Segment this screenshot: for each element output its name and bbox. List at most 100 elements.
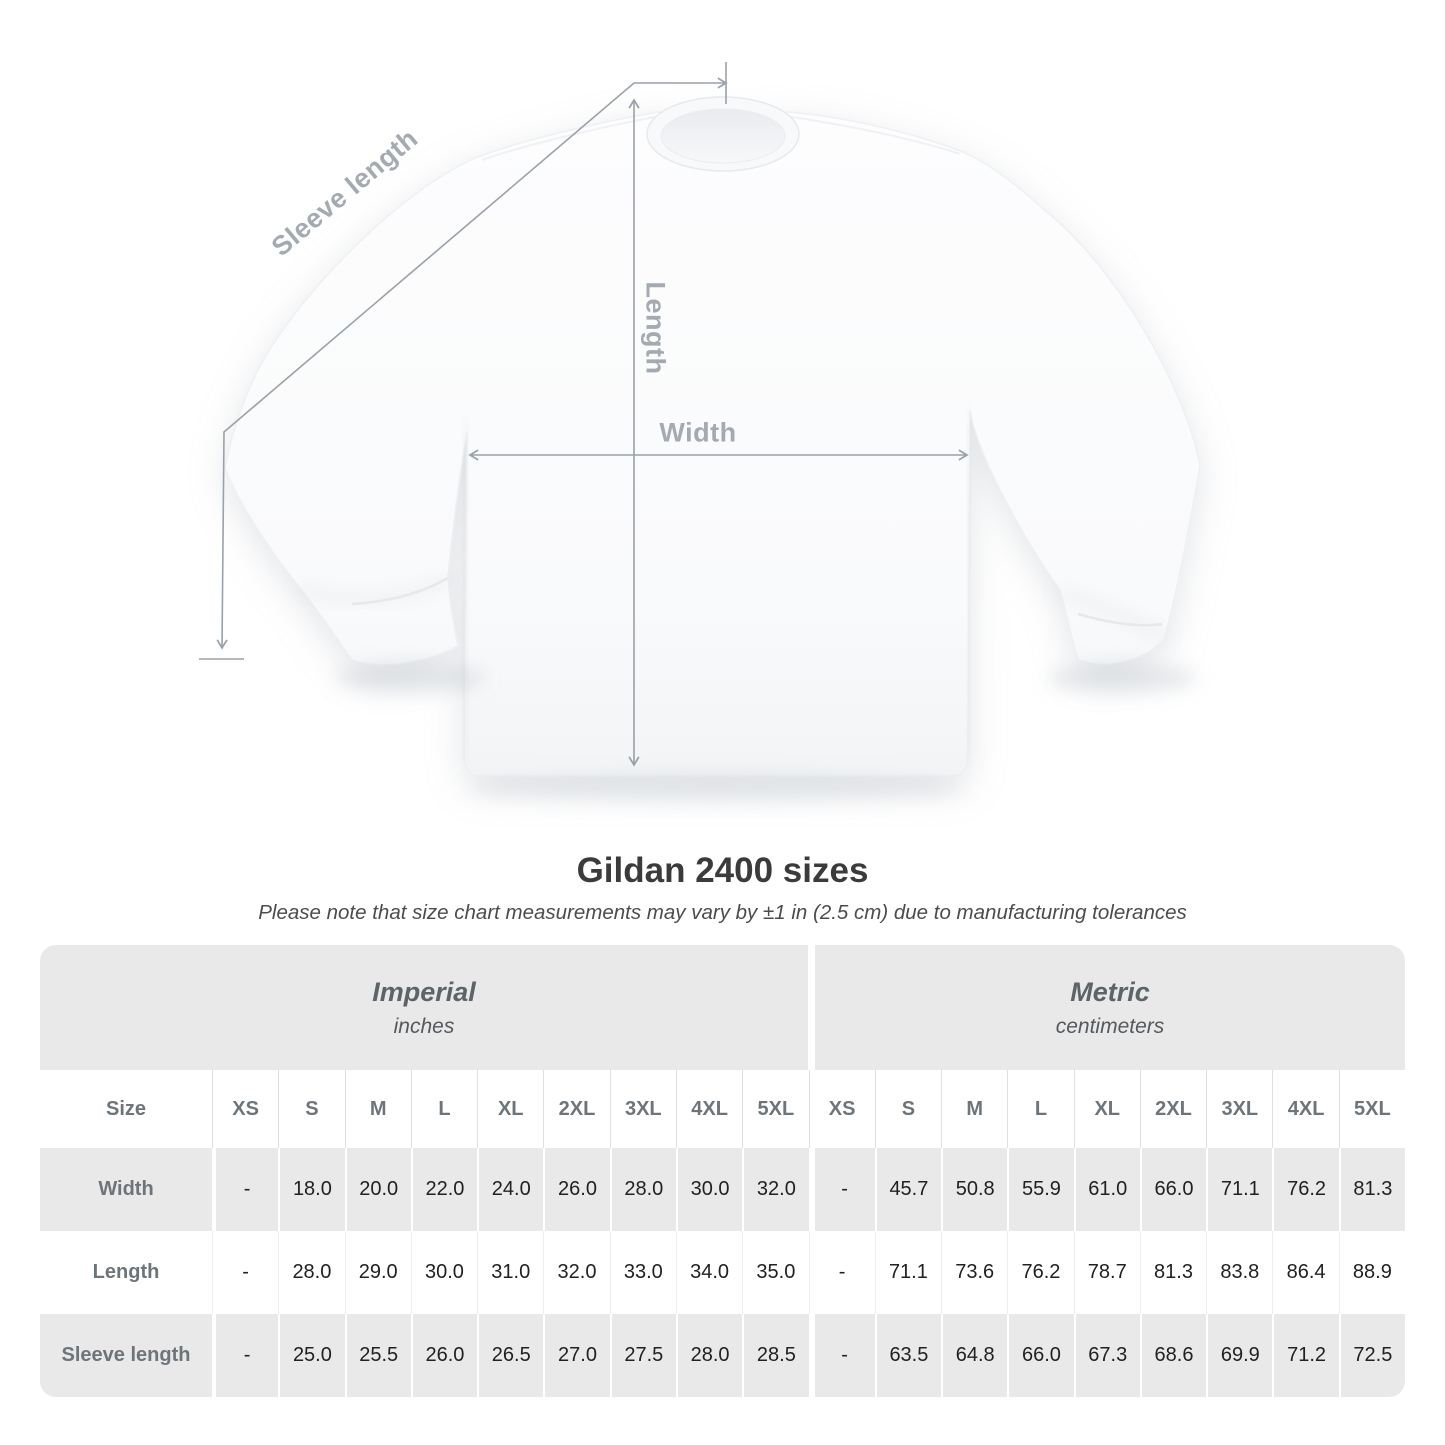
row-length: Length -28.0 29.0 30.0 31.0 32.0 33.0 34.0 35.0-…: [40, 1231, 1405, 1314]
right-cuff-shadow: [1047, 663, 1197, 693]
imperial-xs-value: -: [212, 1148, 278, 1231]
size-header-imperial-2xl: 2XL: [543, 1070, 609, 1148]
imperial-title: Imperial: [372, 976, 476, 1007]
hem-shadow: [466, 774, 966, 802]
page-title: Gildan 2400 sizes: [576, 851, 869, 890]
size-header-metric-l: L: [1007, 1070, 1073, 1148]
metric-5xl-value: 81.3: [1338, 1148, 1405, 1231]
size-header-metric-3xl: 3XL: [1206, 1070, 1272, 1148]
imperial-s-value: 28.0: [278, 1231, 344, 1314]
size-header-row: Size XS S M L XL 2XL 3XL 4XL 5XL XS S M L XL 2XL 3XL 4XL 5…: [40, 1070, 1405, 1148]
metric-m-value: 64.8: [941, 1314, 1007, 1397]
row-width: Width -18.0 20.0 22.0 24.0 26.0 28.0 30.0 32.0-4…: [40, 1148, 1405, 1231]
metric-s-value: 45.7: [874, 1148, 941, 1231]
size-header-metric-xs: XS: [808, 1070, 875, 1148]
metric-l-value: 76.2: [1007, 1231, 1073, 1314]
imperial-2xl-value: 32.0: [543, 1231, 609, 1314]
size-header-imperial-xl: XL: [477, 1070, 543, 1148]
right-cuff-seam: [1077, 612, 1163, 627]
sleeve-length-line: [216, 77, 728, 650]
imperial-m-value: 25.5: [344, 1314, 411, 1397]
metric-2xl-value: 81.3: [1139, 1231, 1206, 1314]
row-label: Length: [92, 1261, 160, 1283]
size-header-imperial-5xl: 5XL: [742, 1070, 808, 1148]
size-header-imperial-3xl: 3XL: [609, 1070, 676, 1148]
metric-4xl-value: 76.2: [1272, 1148, 1338, 1231]
imperial-l-value: 30.0: [410, 1231, 477, 1314]
measurement-rows: Width -18.0 20.0 22.0 24.0 26.0 28.0 30.0 32.0-4…: [40, 1148, 1405, 1397]
imperial-xl-value: 24.0: [477, 1148, 543, 1231]
metric-xl-value: 78.7: [1073, 1231, 1140, 1314]
metric-s-value: 63.5: [874, 1314, 941, 1397]
metric-5xl-value: 88.9: [1338, 1231, 1405, 1314]
imperial-5xl-value: 32.0: [742, 1148, 808, 1231]
size-header-imperial-s: S: [278, 1070, 344, 1148]
imperial-l-value: 26.0: [410, 1314, 477, 1397]
right-shoulder-seam: [785, 115, 961, 155]
size-header-metric-4xl: 4XL: [1272, 1070, 1338, 1148]
left-cuff-shadow: [335, 663, 485, 693]
metric-s-value: 71.1: [874, 1231, 941, 1314]
imperial-5xl-value: 35.0: [742, 1231, 808, 1314]
imperial-3xl-value: 33.0: [609, 1231, 676, 1314]
metric-2xl-value: 68.6: [1139, 1314, 1206, 1397]
imperial-m-value: 29.0: [344, 1231, 411, 1314]
imperial-m-value: 20.0: [344, 1148, 411, 1231]
metric-xs-value: -: [808, 1314, 875, 1397]
imperial-s-value: 18.0: [278, 1148, 344, 1231]
metric-3xl-value: 83.8: [1206, 1231, 1272, 1314]
imperial-s-value: 25.0: [278, 1314, 344, 1397]
metric-m-value: 50.8: [941, 1148, 1007, 1231]
imperial-4xl-value: 28.0: [675, 1314, 742, 1397]
size-header-metric-2xl: 2XL: [1139, 1070, 1206, 1148]
imperial-xl-value: 26.5: [477, 1314, 543, 1397]
metric-2xl-value: 66.0: [1139, 1148, 1206, 1231]
metric-3xl-value: 71.1: [1206, 1148, 1272, 1231]
metric-5xl-value: 72.5: [1338, 1314, 1405, 1397]
size-header-imperial-4xl: 4XL: [675, 1070, 742, 1148]
metric-3xl-value: 69.9: [1206, 1314, 1272, 1397]
metric-4xl-value: 86.4: [1272, 1231, 1338, 1314]
row-label: Sleeve length: [61, 1344, 191, 1366]
metric-m-value: 73.6: [941, 1231, 1007, 1314]
width-label: Width: [659, 417, 737, 448]
imperial-4xl-value: 34.0: [675, 1231, 742, 1314]
unit-header-row: Imperial inches Metric centimeters: [40, 945, 1405, 1070]
imperial-xs-value: -: [212, 1314, 278, 1397]
size-table: Imperial inches Metric centimeters Size X…: [40, 945, 1405, 1397]
size-column-label: Size: [105, 1097, 147, 1120]
imperial-3xl-value: 28.0: [609, 1148, 676, 1231]
metric-xs-value: -: [808, 1231, 875, 1314]
metric-xl-value: 67.3: [1073, 1314, 1140, 1397]
imperial-xl-value: 31.0: [477, 1231, 543, 1314]
imperial-5xl-value: 28.5: [742, 1314, 808, 1397]
size-header-metric-s: S: [874, 1070, 941, 1148]
measurement-lines: [199, 62, 969, 767]
metric-l-value: 66.0: [1007, 1314, 1073, 1397]
imperial-3xl-value: 27.5: [609, 1314, 676, 1397]
imperial-4xl-value: 30.0: [675, 1148, 742, 1231]
size-header-metric-m: M: [941, 1070, 1007, 1148]
metric-xl-value: 61.0: [1073, 1148, 1140, 1231]
metric-header: Metric centimeters: [808, 945, 1405, 1070]
size-header-imperial-m: M: [344, 1070, 411, 1148]
size-header-metric-5xl: 5XL: [1338, 1070, 1405, 1148]
size-header-imperial-xs: XS: [212, 1070, 278, 1148]
imperial-2xl-value: 26.0: [543, 1148, 609, 1231]
metric-subtitle: centimeters: [1055, 1014, 1165, 1038]
shirt-measurement-diagram: Sleeve length Length Width: [199, 62, 1201, 802]
imperial-2xl-value: 27.0: [543, 1314, 609, 1397]
right-elbow-crease: [1059, 588, 1166, 642]
metric-l-value: 55.9: [1007, 1148, 1073, 1231]
right-body-crease: [966, 407, 972, 761]
collar-opening: [660, 108, 786, 164]
tolerance-note: Please note that size chart measurements…: [258, 901, 1187, 924]
metric-xs-value: -: [808, 1148, 875, 1231]
shirt-graphic: [199, 62, 1201, 802]
row-label: Width: [98, 1178, 154, 1200]
imperial-subtitle: inches: [393, 1014, 455, 1038]
row-sleeve-length: Sleeve length -25.0 25.5 26.0 26.5 27.0 27.5 28…: [40, 1314, 1405, 1397]
size-header-metric-xl: XL: [1073, 1070, 1140, 1148]
size-header-imperial-l: L: [410, 1070, 477, 1148]
metric-title: Metric: [1070, 976, 1150, 1007]
